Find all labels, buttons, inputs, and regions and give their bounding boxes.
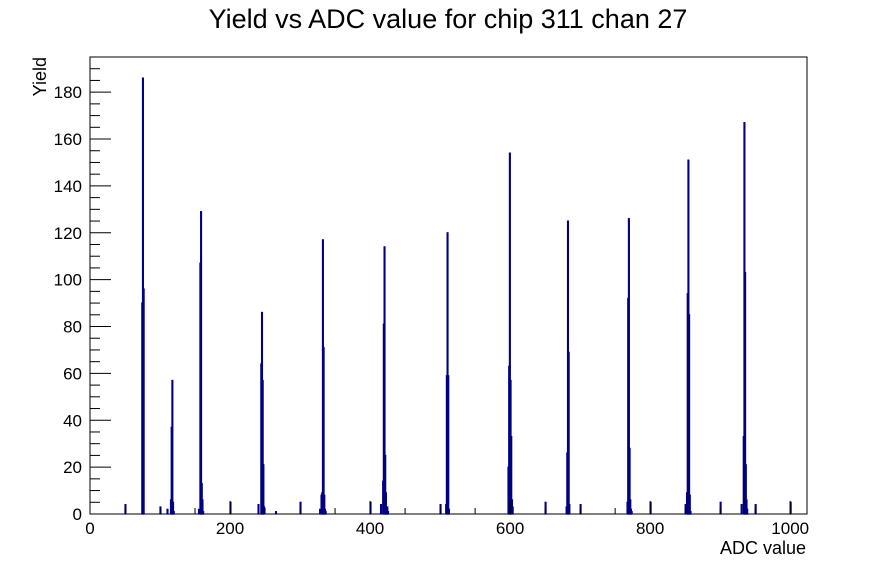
histogram-bar	[202, 511, 205, 515]
histogram-bar	[386, 511, 390, 515]
y-axis-title: Yield	[30, 57, 50, 96]
histogram-bar	[322, 347, 325, 515]
y-tick-label: 80	[63, 318, 82, 337]
histogram-bar	[171, 379, 174, 515]
histogram-bar	[263, 506, 266, 515]
y-tick-label: 40	[63, 411, 82, 430]
histogram-bar	[688, 314, 691, 515]
y-tick-label: 0	[73, 505, 82, 524]
histogram-bar	[319, 508, 322, 515]
x-tick-label: 400	[356, 519, 384, 538]
histogram-bar	[274, 511, 278, 515]
x-tick-label: 800	[636, 519, 664, 538]
y-tick-label: 100	[54, 271, 82, 290]
histogram-bar	[200, 211, 203, 515]
y-tick-label: 20	[63, 458, 82, 477]
histogram-bar	[630, 511, 633, 515]
x-tick-label: 600	[496, 519, 524, 538]
y-axis: 0 20 40 60 80 100 120 140 160 180	[54, 68, 111, 524]
histogram-bar	[384, 492, 387, 515]
chart-title: Yield vs ADC value for chip 311 chan 27	[209, 4, 688, 34]
histogram-bar	[740, 504, 743, 515]
histogram-bar	[257, 504, 260, 515]
histogram-bar	[197, 508, 201, 515]
y-tick-label: 180	[54, 83, 82, 102]
x-axis-title: ADC value	[720, 538, 806, 558]
histogram-bar	[511, 506, 514, 515]
histogram-bar	[379, 504, 383, 515]
histogram-bar	[746, 508, 749, 515]
histogram-bar	[172, 511, 175, 515]
histogram-bar	[447, 508, 450, 515]
x-tick-label: 1000	[771, 519, 809, 538]
histogram-bar	[568, 504, 571, 515]
y-tick-label: 160	[54, 130, 82, 149]
y-tick-label: 120	[54, 224, 82, 243]
x-axis: 0 200 400 600 800 1000	[85, 501, 809, 538]
histogram-bar	[447, 375, 450, 515]
histogram-bars	[124, 77, 792, 515]
histogram-bar	[142, 288, 145, 515]
x-tick-label: 0	[85, 519, 94, 538]
y-tick-label: 60	[63, 364, 82, 383]
histogram-bar	[567, 351, 570, 515]
x-tick-label: 200	[216, 519, 244, 538]
histogram-bar	[166, 508, 169, 515]
histogram-bar	[689, 511, 692, 515]
histogram-bar	[324, 511, 327, 515]
y-tick-label: 140	[54, 177, 82, 196]
